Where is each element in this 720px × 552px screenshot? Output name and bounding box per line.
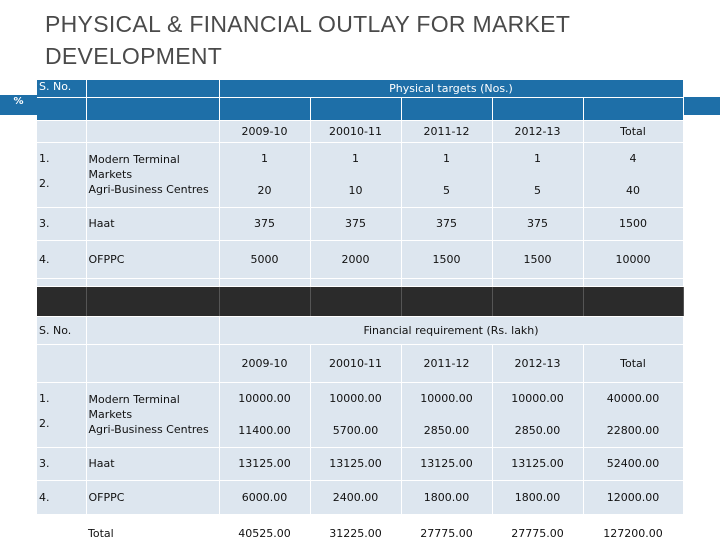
section-divider [37, 286, 684, 317]
physical-value: 1500 [492, 240, 584, 279]
left-badge: % [13, 96, 24, 107]
financial-total-value: 127200.00 [583, 514, 684, 552]
physical-value: 5 [443, 183, 450, 197]
physical-sno: 4. [37, 240, 87, 279]
physical-item: OFPPC [86, 240, 220, 279]
physical-value: 1 [352, 151, 359, 165]
physical-item-pair: Modern Terminal Markets Agri-Business Ce… [86, 142, 220, 208]
financial-total-label: Total [86, 514, 219, 552]
physical-item: Haat [86, 207, 220, 241]
financial-year: 2011-12 [401, 344, 493, 383]
physical-item-header [86, 80, 220, 98]
financial-value: 2850.00 [423, 423, 470, 437]
physical-header-row: S. No. Physical targets (Nos.) [37, 80, 684, 98]
financial-row-1-2: 1. 2. Modern Terminal Markets Agri-Busin… [37, 382, 684, 448]
financial-item: Modern Terminal Markets [88, 393, 180, 421]
physical-value: 375 [310, 207, 402, 241]
financial-value: 11400.00 [238, 423, 291, 437]
physical-sno: 1. [39, 151, 50, 165]
financial-value: 13125.00 [310, 447, 402, 481]
physical-year: 2009-10 [219, 120, 311, 143]
financial-item: Agri-Business Centres [88, 423, 209, 436]
financial-sno: 2. [39, 416, 50, 430]
physical-sno-pair: 1. 2. [37, 142, 87, 208]
physical-value: 5 [534, 183, 541, 197]
financial-value: 6000.00 [219, 480, 311, 515]
physical-value: 40 [626, 183, 640, 197]
financial-year: Total [583, 344, 684, 383]
physical-value: 375 [401, 207, 493, 241]
financial-value: 10000.00 [238, 391, 291, 405]
left-accent-bar [0, 95, 37, 115]
physical-value: 10000 [583, 240, 684, 279]
financial-item: OFPPC [86, 480, 220, 515]
physical-row-3: 3. Haat 375 375 375 375 1500 [37, 207, 684, 241]
financial-item: Haat [86, 447, 220, 481]
financial-total-value: 40525.00 [219, 514, 310, 552]
financial-value: 13125.00 [219, 447, 311, 481]
financial-value: 1800.00 [492, 480, 584, 515]
physical-value: 375 [219, 207, 311, 241]
physical-spacer-row [37, 278, 684, 287]
financial-value: 13125.00 [401, 447, 493, 481]
outlay-table: S. No. Physical targets (Nos.) 2009-10 2… [37, 80, 684, 552]
physical-sno-header: S. No. [37, 80, 87, 98]
physical-year: 20010-11 [310, 120, 402, 143]
financial-value: 1800.00 [401, 480, 493, 515]
physical-value: 1 [443, 151, 450, 165]
physical-item: Agri-Business Centres [88, 183, 209, 196]
slide-title: PHYSICAL & FINANCIAL OUTLAY FOR MARKET D… [45, 11, 570, 69]
financial-value: 10000.00 [420, 391, 473, 405]
financial-row-4: 4. OFPPC 6000.00 2400.00 1800.00 1800.00… [37, 480, 684, 515]
physical-year: 2012-13 [492, 120, 584, 143]
physical-sno: 2. [39, 176, 50, 190]
financial-value: 5700.00 [332, 423, 379, 437]
physical-value: 4 [629, 151, 637, 165]
physical-year: 2011-12 [401, 120, 493, 143]
right-accent-tab [683, 97, 720, 115]
financial-year: 2009-10 [219, 344, 311, 383]
physical-value: 1500 [583, 207, 684, 241]
financial-sno: 3. [37, 447, 87, 481]
physical-item: Modern Terminal Markets [88, 153, 180, 181]
financial-total-value: 27775.00 [401, 514, 492, 552]
financial-value: 10000.00 [329, 391, 382, 405]
physical-value: 1500 [401, 240, 493, 279]
financial-row-3: 3. Haat 13125.00 13125.00 13125.00 13125… [37, 447, 684, 481]
physical-heading: Physical targets (Nos.) [219, 80, 684, 98]
financial-value: 2850.00 [514, 423, 561, 437]
financial-sno-header: S. No. [37, 316, 87, 345]
financial-header-row: S. No. Financial requirement (Rs. lakh) [37, 316, 684, 345]
financial-value: 22800.00 [606, 423, 660, 437]
physical-blue-band [37, 97, 684, 121]
financial-value: 10000.00 [511, 391, 564, 405]
financial-total-row: Total 40525.00 31225.00 27775.00 27775.0… [37, 514, 684, 552]
financial-total-value: 31225.00 [310, 514, 401, 552]
physical-value: 1 [261, 151, 268, 165]
financial-years-row: 2009-10 20010-11 2011-12 2012-13 Total [37, 344, 684, 383]
physical-row-1-2: 1. 2. Modern Terminal Markets Agri-Busin… [37, 142, 684, 208]
financial-value: 2400.00 [310, 480, 402, 515]
physical-value: 1 [534, 151, 541, 165]
financial-value: 40000.00 [606, 391, 660, 405]
physical-row-4: 4. OFPPC 5000 2000 1500 1500 10000 [37, 240, 684, 279]
physical-value: 2000 [310, 240, 402, 279]
physical-year: Total [583, 120, 684, 143]
financial-year: 2012-13 [492, 344, 584, 383]
financial-sno: 4. [37, 480, 87, 515]
physical-value: 20 [257, 183, 272, 197]
physical-sno: 3. [37, 207, 87, 241]
financial-value: 52400.00 [583, 447, 684, 481]
financial-heading: Financial requirement (Rs. lakh) [219, 316, 684, 345]
financial-value: 12000.00 [583, 480, 684, 515]
financial-sno: 1. [39, 391, 50, 405]
financial-total-value: 27775.00 [492, 514, 583, 552]
financial-year: 20010-11 [310, 344, 402, 383]
physical-value: 375 [492, 207, 584, 241]
physical-value: 5000 [219, 240, 311, 279]
physical-years-row: 2009-10 20010-11 2011-12 2012-13 Total [37, 120, 684, 143]
physical-value: 10 [348, 183, 363, 197]
financial-value: 13125.00 [492, 447, 584, 481]
